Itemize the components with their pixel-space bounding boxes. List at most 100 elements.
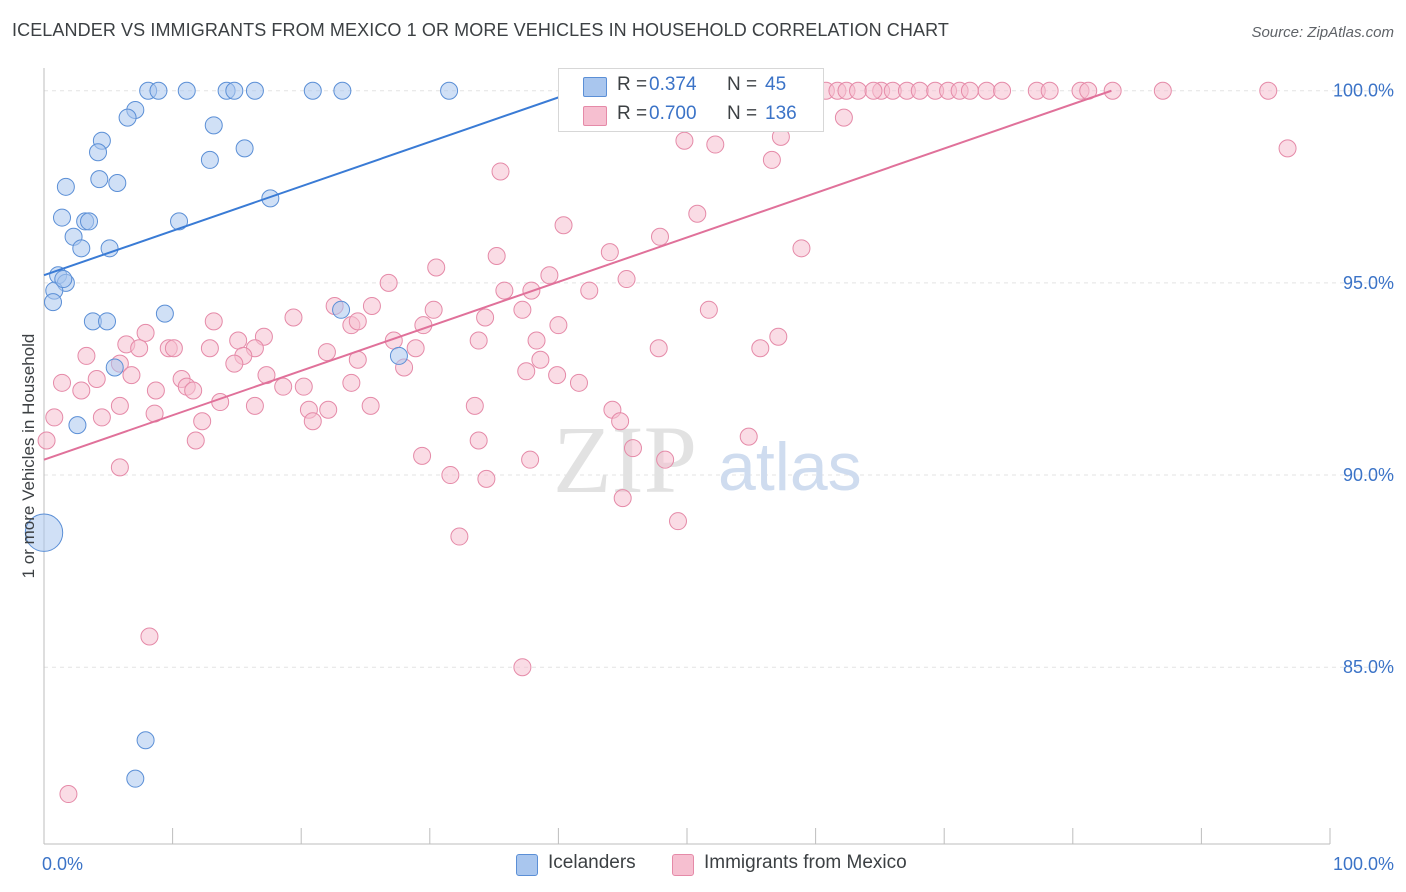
mexico-point: [751, 339, 770, 358]
legend-label: Immigrants from Mexico: [704, 852, 907, 873]
trend-lines: [43, 89, 1112, 461]
mexico-point: [977, 81, 996, 100]
icelander-point: [389, 346, 408, 365]
mexico-point: [611, 412, 630, 431]
mexico-point: [45, 408, 64, 427]
icelander-point: [170, 212, 189, 231]
mexico-point: [193, 412, 212, 431]
mexico-point: [623, 439, 642, 458]
mexico-point: [600, 243, 619, 262]
mexico-point: [140, 627, 159, 646]
mexico-point: [549, 316, 568, 335]
mexico-point: [342, 373, 361, 392]
icelander-point: [333, 81, 352, 100]
legend-label: Icelanders: [548, 852, 636, 873]
chart-title: ICELANDER VS IMMIGRANTS FROM MEXICO 1 OR…: [12, 20, 949, 40]
mexico-point: [656, 450, 675, 469]
mexico-point: [675, 131, 694, 150]
mexico-point: [469, 331, 488, 350]
mexico-point: [531, 350, 550, 369]
grid-lines: [44, 90, 1396, 668]
mexico-point: [513, 658, 532, 677]
watermark-atlas: atlas: [718, 429, 862, 505]
mexico-point: [699, 300, 718, 319]
mexico-point: [521, 450, 540, 469]
icelander-point: [56, 177, 75, 196]
n-label: N =: [727, 74, 758, 95]
mexico-point: [130, 339, 149, 358]
mexico-point: [122, 366, 141, 385]
icelander-point: [204, 116, 223, 135]
mexico-point: [469, 431, 488, 450]
mexico-point: [993, 81, 1012, 100]
mexico-point: [200, 339, 219, 358]
n-label: N =: [727, 103, 758, 124]
mexico-point: [864, 81, 883, 100]
icelander-point: [98, 312, 117, 331]
mexico-point: [465, 396, 484, 415]
icelander-point: [303, 81, 322, 100]
r-label: R =: [617, 74, 648, 95]
mexico-point: [186, 431, 205, 450]
mexico-point: [739, 427, 758, 446]
y-tick-label: 100.0%: [1333, 81, 1394, 101]
icelander-point: [149, 81, 168, 100]
mexico-point: [303, 412, 322, 431]
mexico-point: [495, 281, 514, 300]
mexico-point: [491, 162, 510, 181]
mexico-point: [87, 369, 106, 388]
mexico-point: [487, 247, 506, 265]
mexico-point: [834, 108, 853, 127]
icelander-point: [80, 212, 99, 231]
mexico-point: [450, 527, 469, 546]
axes: [43, 68, 1331, 845]
mexico-point: [792, 239, 811, 258]
mexico-point: [225, 354, 244, 373]
icelander-point: [261, 189, 280, 208]
mexico-point: [617, 270, 636, 289]
mexico-point: [960, 81, 979, 100]
mexico-point: [527, 331, 546, 350]
mexico-point: [146, 381, 165, 400]
icelander-point: [100, 239, 119, 258]
y-axis-label: 1 or more Vehicles in Household: [19, 334, 38, 579]
stats-row-mexico: R = 0.700 N = 136: [559, 100, 823, 130]
mexico-point: [110, 396, 129, 415]
mexico-point: [424, 300, 443, 319]
icelander-point: [440, 81, 459, 100]
mexico-point: [294, 377, 313, 396]
icelander-point: [44, 293, 63, 312]
icelander-point: [136, 731, 155, 750]
icelander-trend-line: [43, 89, 579, 277]
source-label: Source: ZipAtlas.com: [1251, 24, 1394, 41]
icelander-point: [89, 143, 108, 162]
x-tick-label: 100.0%: [1333, 854, 1394, 874]
mexico-point: [1153, 81, 1172, 100]
y-tick-label: 85.0%: [1343, 657, 1394, 677]
mexico-point: [688, 204, 707, 223]
icelander-point: [225, 81, 244, 100]
icelander-point: [105, 358, 124, 377]
mexico-point: [245, 396, 264, 415]
mexico-point: [204, 312, 223, 331]
mexico-point: [164, 339, 183, 358]
mexico-point: [379, 273, 398, 292]
icelander-point: [235, 139, 254, 158]
mexico-point: [229, 331, 248, 350]
mexico-point: [548, 366, 567, 385]
mexico-point: [668, 512, 687, 531]
mexico-point: [580, 281, 599, 300]
mexico-swatch: [583, 106, 607, 126]
r-value: 0.374: [649, 74, 697, 95]
mexico-point: [477, 469, 496, 488]
mexico-point: [849, 81, 868, 100]
icelander-point: [177, 81, 196, 100]
tick-labels: 100.0% 95.0% 90.0% 85.0% 0.0% 100.0%: [42, 81, 1394, 874]
icelander-point: [108, 173, 127, 192]
mexico-point: [569, 373, 588, 392]
mexico-point: [1040, 81, 1059, 100]
icelander-point: [72, 239, 91, 258]
mexico-point: [427, 258, 446, 277]
icelander-point: [332, 300, 351, 319]
